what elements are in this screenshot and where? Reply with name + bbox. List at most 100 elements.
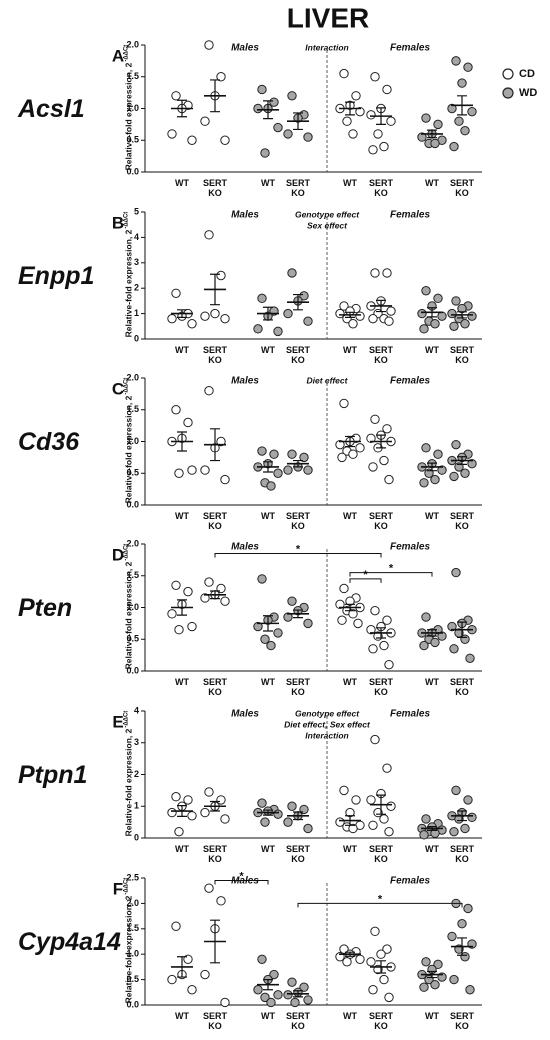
data-point [370,72,380,82]
sem-bar [177,99,187,118]
sem-bar [263,461,273,473]
data-point [257,798,267,808]
sex-label: Males [231,709,259,720]
data-point [187,985,197,995]
data-point [465,985,475,995]
x-tick-label: SERT KO [368,511,393,531]
sem-bar [376,960,386,974]
data-point [167,974,177,985]
x-tick-label: WT [425,178,439,188]
data-point [366,110,376,120]
sem-bar [210,428,220,462]
sem-bar [345,815,355,826]
data-point [460,126,470,136]
data-point [220,596,230,606]
data-point [339,301,349,311]
x-tick-label: SERT KO [449,511,474,531]
data-point [167,313,177,324]
data-point [368,313,378,324]
data-point [382,944,392,954]
data-point [430,979,440,990]
data-point [467,106,477,117]
x-tick-label: WT [425,677,439,687]
data-point [421,814,431,824]
annotation: Genotype effect [295,209,360,219]
data-point [200,465,210,475]
legend-marker [502,68,514,80]
significance-label: * [378,893,383,905]
data-point [370,414,380,424]
data-point [171,792,181,802]
data-point [366,957,376,967]
sem-bar [376,794,386,815]
data-point [269,449,279,459]
sem-bar [345,603,355,612]
y-axis-label-superscript: -ΔΔCt [124,378,130,395]
y-tick-label: 0 [134,832,139,842]
data-point [382,268,392,278]
sem-bar [376,107,386,125]
data-point [171,405,181,415]
sem-bar [457,621,467,638]
data-point [366,433,376,444]
y-tick-label: 2.0 [126,538,139,548]
sem-bar [293,459,303,468]
data-point [216,896,226,906]
data-point [167,807,177,818]
sex-label: Females [390,210,430,221]
data-point [335,439,345,450]
panel-letter: F [113,879,123,898]
x-tick-label: WT [261,345,275,355]
sem-bar [177,805,187,818]
annotation: Diet effect, Sex effect [284,719,371,729]
y-tick-label: 1.5 [126,71,139,81]
data-point [451,567,461,578]
x-tick-label: SERT KO [202,677,227,697]
data-point [220,814,230,824]
data-point [348,823,358,834]
data-point [187,621,197,632]
panel-letter: A [112,46,124,65]
data-point [376,949,386,959]
data-point [370,605,380,616]
data-point [335,308,345,319]
data-point [384,992,394,1003]
x-tick-label: SERT KO [368,345,393,365]
y-tick-label: 0.5 [126,135,139,145]
data-point [171,580,181,590]
data-point [339,398,349,409]
data-point [351,795,361,805]
data-point [451,785,461,796]
data-point [353,618,363,629]
y-axis-label: Relative-fold expression, 2 [123,895,133,1003]
x-tick-label: SERT KO [285,677,310,697]
data-point [266,997,276,1008]
data-point [171,288,181,298]
data-point [451,296,461,306]
x-tick-label: WT [261,1011,275,1021]
x-tick-label: SERT KO [368,844,393,864]
data-point [200,593,210,603]
data-point [287,801,297,811]
data-point [335,599,345,610]
y-axis-label-superscript: -ΔΔCt [124,45,130,62]
data-point [419,640,429,651]
data-point [384,826,394,837]
data-point [287,449,297,459]
panel-letter: C [112,379,124,398]
data-point [447,931,457,942]
data-point [419,830,429,840]
x-tick-label: SERT KO [285,511,310,531]
data-point [433,959,443,970]
panel-letter: B [112,213,124,232]
data-point [273,122,283,133]
data-point [253,103,263,114]
sex-label: Females [390,43,430,54]
data-point [368,820,378,830]
x-tick-label: WT [261,511,275,521]
legend-marker [502,87,514,99]
significance-bracket [297,902,463,908]
data-point [463,903,473,914]
data-point [355,954,365,964]
sem-bar [293,990,303,998]
